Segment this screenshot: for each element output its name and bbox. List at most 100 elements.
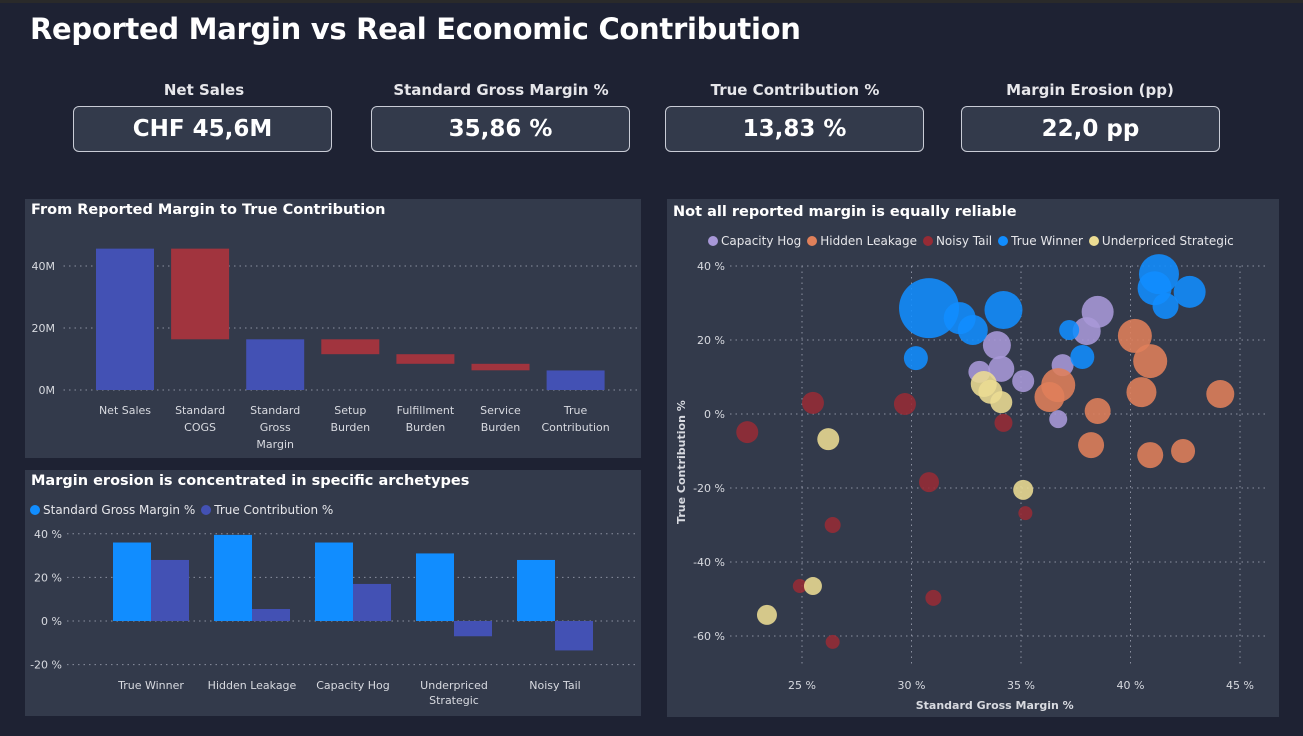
bar-standard-gross-margin-underpriced-strategic[interactable] bbox=[416, 553, 454, 621]
bubble-true-winner[interactable] bbox=[1059, 320, 1080, 341]
bubble-noisy-tail[interactable] bbox=[1018, 506, 1033, 521]
bar-true-contribution-hidden-leakage[interactable] bbox=[252, 609, 290, 621]
waterfall-bar-fulfillment-burden[interactable] bbox=[396, 354, 455, 364]
bar-standard-gross-margin-hidden-leakage[interactable] bbox=[214, 534, 252, 621]
bubble-underpriced-strategic[interactable] bbox=[817, 428, 840, 451]
waterfall-chart[interactable]: 0M 20M 40M Net Sales Standard COGS Standard Gro… bbox=[25, 199, 641, 458]
x-tick-label: Burden bbox=[406, 421, 446, 434]
bubble-hidden-leakage[interactable] bbox=[1126, 377, 1157, 408]
waterfall-bar-setup-burden[interactable] bbox=[321, 339, 380, 355]
scatter-chart[interactable]: -60 % -40 % -20 % 0 % 20 % 40 % 25 % 30 % 35 % 40… bbox=[667, 199, 1279, 717]
bar-true-contribution-true-winner[interactable] bbox=[151, 559, 189, 621]
kpi-true-contribution-card[interactable]: 13,83 % bbox=[665, 106, 924, 152]
bubble-true-winner[interactable] bbox=[1173, 275, 1206, 308]
bubble-hidden-leakage[interactable] bbox=[1117, 318, 1152, 353]
bubble-capacity-hog[interactable] bbox=[1049, 410, 1068, 429]
x-tick-label: Gross bbox=[260, 421, 291, 434]
x-tick-label: Net Sales bbox=[99, 404, 151, 417]
y-axis-title: True Contribution % bbox=[675, 400, 688, 524]
legend-item-true-winner[interactable]: True Winner bbox=[998, 234, 1083, 248]
bar-true-contribution-underpriced-strategic[interactable] bbox=[454, 621, 492, 637]
legend-item-noisy-tail[interactable]: Noisy Tail bbox=[922, 234, 992, 248]
y-tick-label: 40M bbox=[32, 260, 56, 273]
bubble-true-winner[interactable] bbox=[984, 291, 1023, 330]
kpi-standard-gross-margin-card[interactable]: 35,86 % bbox=[371, 106, 630, 152]
kpi-standard-gross-margin-label: Standard Gross Margin % bbox=[393, 81, 609, 99]
bubble-hidden-leakage[interactable] bbox=[1137, 442, 1164, 469]
kpi-true-contribution-label: True Contribution % bbox=[710, 81, 880, 99]
bubble-capacity-hog[interactable] bbox=[1072, 317, 1101, 346]
legend-dot-icon bbox=[708, 236, 718, 246]
bubble-true-winner[interactable] bbox=[1152, 292, 1179, 319]
bubble-noisy-tail[interactable] bbox=[925, 589, 942, 606]
bubble-underpriced-strategic[interactable] bbox=[756, 604, 777, 625]
bubble-hidden-leakage[interactable] bbox=[1206, 380, 1235, 409]
waterfall-bar-service-burden[interactable] bbox=[471, 363, 530, 371]
waterfall-title: From Reported Margin to True Contributio… bbox=[31, 202, 386, 218]
x-tick-label: Standard bbox=[250, 404, 300, 417]
x-tick-label: 30 % bbox=[898, 679, 926, 692]
waterfall-bar-true-contribution[interactable] bbox=[546, 370, 605, 390]
x-tick-label: Contribution bbox=[541, 421, 609, 434]
legend-item-capacity-hog[interactable]: Capacity Hog bbox=[708, 234, 801, 248]
bubble-hidden-leakage[interactable] bbox=[1133, 344, 1168, 379]
legend-item-underpriced-strategic[interactable]: Underpriced Strategic bbox=[1088, 234, 1234, 248]
bubble-hidden-leakage[interactable] bbox=[1078, 432, 1105, 459]
bar-standard-gross-margin-true-winner[interactable] bbox=[113, 542, 151, 621]
bar-true-contribution-capacity-hog[interactable] bbox=[353, 583, 391, 621]
bubble-underpriced-strategic[interactable] bbox=[803, 577, 822, 596]
bubble-noisy-tail[interactable] bbox=[919, 472, 940, 493]
bubble-true-winner[interactable] bbox=[957, 315, 988, 346]
scatter-legend: Capacity Hog Hidden Leakage Noisy Tail True… bbox=[708, 234, 1234, 248]
y-tick-label: 20 % bbox=[34, 571, 62, 584]
legend-label: True Contribution % bbox=[214, 503, 334, 517]
bubble-noisy-tail[interactable] bbox=[792, 579, 807, 594]
bubble-underpriced-strategic[interactable] bbox=[1013, 479, 1034, 500]
bubble-noisy-tail[interactable] bbox=[994, 413, 1013, 432]
bubble-hidden-leakage[interactable] bbox=[1171, 439, 1196, 463]
bubble-true-winner[interactable] bbox=[899, 278, 960, 339]
scatter-panel[interactable]: Not all reported margin is equally relia… bbox=[667, 199, 1279, 717]
x-tick-label: COGS bbox=[184, 421, 216, 434]
bubble-true-winner[interactable] bbox=[903, 346, 928, 371]
bubble-hidden-leakage[interactable] bbox=[1084, 398, 1111, 425]
y-tick-label: 0 % bbox=[704, 408, 725, 421]
kpi-margin-erosion-card[interactable]: 22,0 pp bbox=[961, 106, 1220, 152]
bubble-true-winner[interactable] bbox=[1070, 345, 1095, 370]
bubble-capacity-hog[interactable] bbox=[988, 355, 1015, 382]
window-top-border bbox=[0, 0, 1303, 3]
waterfall-bar-standard-gross-margin[interactable] bbox=[246, 339, 305, 390]
bar-standard-gross-margin-capacity-hog[interactable] bbox=[315, 542, 353, 621]
archetype-bar-panel[interactable]: Margin erosion is concentrated in specif… bbox=[25, 470, 641, 716]
y-tick-label: -20 % bbox=[30, 659, 62, 672]
bubble-capacity-hog[interactable] bbox=[1012, 370, 1035, 393]
waterfall-bar-standard-cogs[interactable] bbox=[171, 248, 230, 340]
waterfall-bar-net-sales[interactable] bbox=[96, 248, 154, 390]
bar-standard-gross-margin-noisy-tail[interactable] bbox=[517, 559, 555, 621]
bubble-underpriced-strategic[interactable] bbox=[990, 391, 1013, 414]
bubble-capacity-hog[interactable] bbox=[982, 331, 1011, 360]
y-tick-label: 0 % bbox=[41, 615, 62, 628]
legend-item-tc[interactable]: True Contribution % bbox=[201, 503, 333, 517]
bubble-noisy-tail[interactable] bbox=[893, 393, 916, 416]
legend-item-sgm[interactable]: Standard Gross Margin % bbox=[30, 503, 195, 517]
legend-dot-icon bbox=[807, 236, 818, 246]
bar-legend: Standard Gross Margin % True Contributio… bbox=[30, 503, 333, 517]
bar-true-contribution-noisy-tail[interactable] bbox=[555, 621, 593, 651]
waterfall-panel[interactable]: From Reported Margin to True Contributio… bbox=[25, 199, 641, 458]
x-tick-label: Fulfillment bbox=[397, 404, 455, 417]
bubble-hidden-leakage[interactable] bbox=[1034, 381, 1065, 412]
legend-item-hidden-leakage[interactable]: Hidden Leakage bbox=[807, 234, 917, 248]
x-tick-label: Setup bbox=[334, 404, 366, 417]
kpi-net-sales-card[interactable]: CHF 45,6M bbox=[73, 106, 332, 152]
bubble-noisy-tail[interactable] bbox=[736, 421, 759, 444]
bubble-noisy-tail[interactable] bbox=[801, 391, 824, 414]
scatter-title: Not all reported margin is equally relia… bbox=[673, 204, 1017, 220]
bar-chart[interactable]: -20 % 0 % 20 % 40 % True Winner Hidden Leakag… bbox=[25, 470, 641, 716]
bubble-noisy-tail[interactable] bbox=[825, 634, 840, 649]
bubble-noisy-tail[interactable] bbox=[824, 517, 841, 533]
y-tick-label: 20 % bbox=[697, 334, 725, 347]
x-tick-label: Burden bbox=[481, 421, 521, 434]
x-tick-label: Burden bbox=[331, 421, 371, 434]
legend-dot-icon bbox=[998, 236, 1009, 246]
